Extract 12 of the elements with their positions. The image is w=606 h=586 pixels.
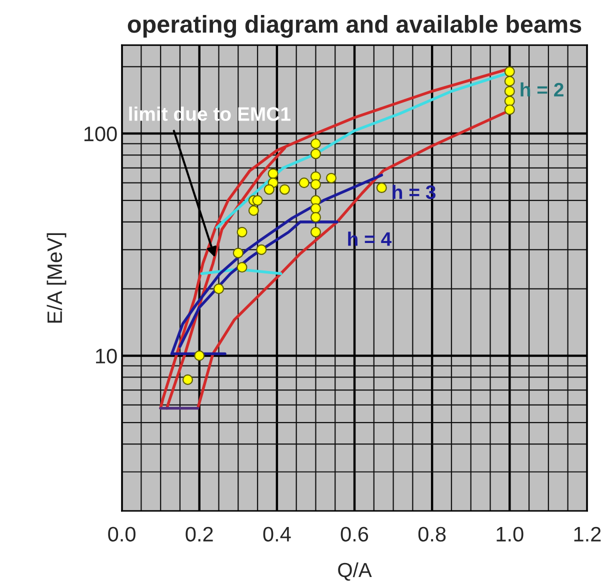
x-tick-label: 0.6 bbox=[340, 526, 368, 542]
x-tick-label: 0.8 bbox=[418, 526, 446, 542]
x-tick-label: 1.0 bbox=[496, 526, 524, 542]
x-tick-label: 0.0 bbox=[108, 526, 136, 542]
y-tick-label: 10 bbox=[96, 348, 117, 364]
x-tick-label: 1.2 bbox=[574, 526, 601, 542]
y-tick-label: 100 bbox=[84, 126, 117, 142]
y-axis-title: E/A [MeV] bbox=[46, 233, 66, 323]
chart-title: operating diagram and available beams bbox=[128, 15, 582, 38]
x-axis-title: Q/A bbox=[338, 562, 372, 581]
x-tick-label: 0.2 bbox=[186, 526, 213, 542]
x-tick-label: 0.4 bbox=[263, 526, 291, 542]
